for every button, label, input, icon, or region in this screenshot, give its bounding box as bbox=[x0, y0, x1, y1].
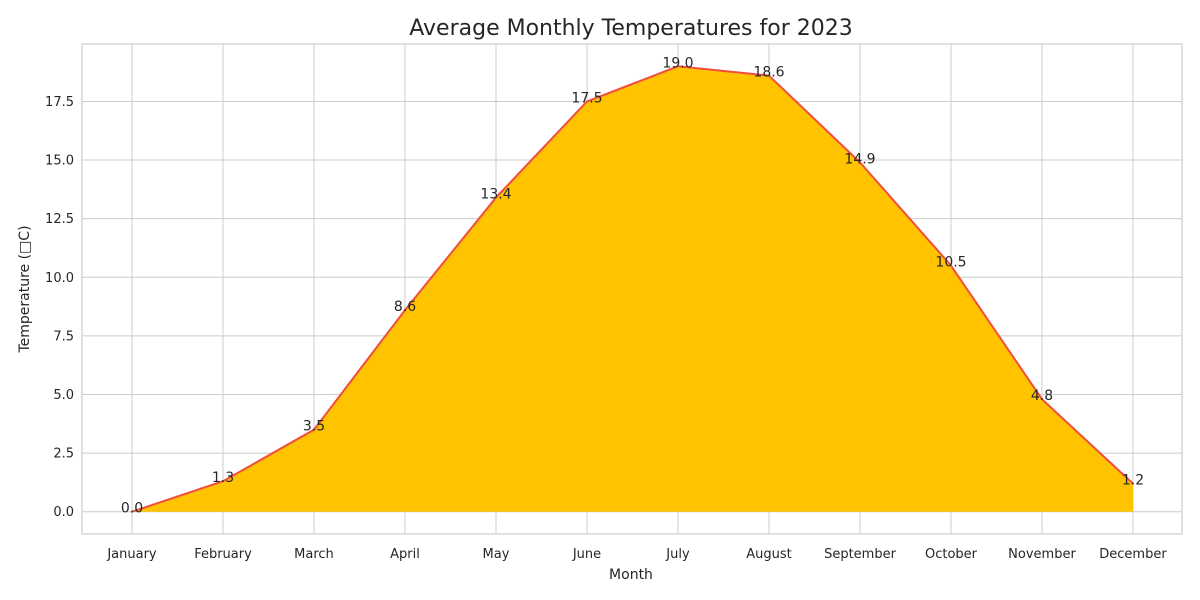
area-fill bbox=[132, 66, 1133, 512]
y-axis-label: Temperature (□C) bbox=[17, 225, 33, 353]
data-label: 1.3 bbox=[212, 470, 234, 486]
y-tick-label: 2.5 bbox=[53, 447, 74, 462]
data-label: 17.5 bbox=[571, 90, 602, 106]
data-label: 8.6 bbox=[394, 299, 416, 315]
x-tick-label: October bbox=[925, 547, 978, 562]
x-tick-label: November bbox=[1008, 547, 1076, 562]
data-label: 4.8 bbox=[1031, 388, 1053, 404]
x-tick-label: September bbox=[824, 547, 897, 562]
data-label: 19.0 bbox=[662, 55, 693, 71]
plot-frame bbox=[81, 43, 1183, 535]
data-label: 1.2 bbox=[1122, 473, 1144, 489]
y-axis-ticks: 0.0 2.5 5.0 7.5 10.0 12.5 15.0 17.5 bbox=[45, 95, 74, 520]
x-tick-label: August bbox=[746, 547, 792, 562]
data-label: 14.9 bbox=[844, 151, 875, 167]
x-axis-ticks: January February March April May June July Augu… bbox=[106, 547, 1167, 562]
data-label: 13.4 bbox=[480, 187, 511, 203]
x-tick-label: December bbox=[1099, 547, 1167, 562]
x-tick-label: January bbox=[106, 547, 157, 562]
data-labels: 0.0 1.3 3.5 8.6 13.4 17.5 19.0 18.6 14.9 10.5 4.8 1… bbox=[121, 55, 1144, 516]
x-tick-label: April bbox=[390, 547, 420, 562]
plot-area bbox=[131, 65, 1134, 513]
y-tick-label: 0.0 bbox=[53, 505, 74, 520]
data-label: 18.6 bbox=[753, 65, 784, 81]
x-tick-label: February bbox=[194, 547, 252, 562]
y-tick-label: 15.0 bbox=[45, 154, 74, 169]
data-label: 3.5 bbox=[303, 419, 325, 435]
data-label: 0.0 bbox=[121, 501, 143, 517]
x-tick-label: July bbox=[665, 547, 690, 562]
y-tick-label: 17.5 bbox=[45, 95, 74, 110]
x-tick-label: May bbox=[483, 547, 510, 562]
chart-title: Average Monthly Temperatures for 2023 bbox=[409, 16, 852, 41]
y-tick-label: 5.0 bbox=[53, 388, 74, 403]
series-line bbox=[131, 65, 1134, 513]
y-tick-label: 10.0 bbox=[45, 271, 74, 286]
x-axis-label: Month bbox=[609, 567, 653, 583]
x-tick-label: March bbox=[294, 547, 334, 562]
x-tick-label: June bbox=[572, 547, 601, 562]
y-tick-label: 7.5 bbox=[53, 329, 74, 344]
y-tick-label: 12.5 bbox=[45, 212, 74, 227]
data-label: 10.5 bbox=[935, 255, 966, 271]
